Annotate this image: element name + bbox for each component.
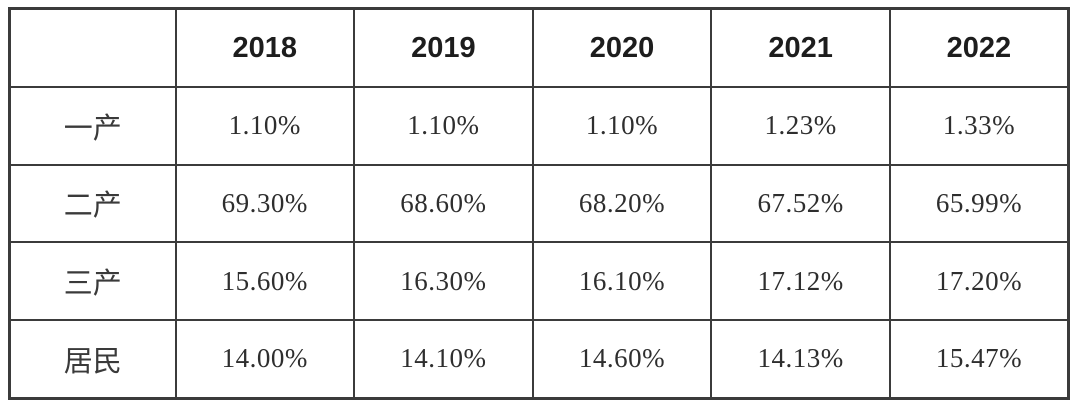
value-cell: 65.99% bbox=[888, 163, 1070, 244]
value-cell: 1.10% bbox=[531, 86, 713, 166]
data-table: 2018 2019 2020 2021 2022 一产 1.10% 1.10% … bbox=[8, 7, 1070, 400]
value-cell: 14.10% bbox=[353, 318, 534, 400]
year-header-2021: 2021 bbox=[710, 7, 891, 88]
table-container: 2018 2019 2020 2021 2022 一产 1.10% 1.10% … bbox=[8, 7, 1070, 400]
year-header-2022: 2022 bbox=[888, 7, 1070, 88]
year-header-2019: 2019 bbox=[353, 7, 534, 88]
header-row: 2018 2019 2020 2021 2022 bbox=[8, 7, 1070, 88]
corner-cell bbox=[8, 7, 177, 88]
value-cell: 1.10% bbox=[353, 86, 534, 166]
value-cell: 69.30% bbox=[174, 163, 356, 244]
row-label-residents: 居民 bbox=[8, 318, 177, 400]
table-row-tertiary-industry: 三产 15.60% 16.30% 16.10% 17.12% 17.20% bbox=[8, 241, 1070, 321]
value-cell: 1.33% bbox=[888, 86, 1070, 166]
value-cell: 15.47% bbox=[888, 318, 1070, 400]
value-cell: 15.60% bbox=[174, 241, 356, 321]
year-header-2018: 2018 bbox=[174, 7, 356, 88]
value-cell: 1.23% bbox=[710, 86, 891, 166]
value-cell: 1.10% bbox=[174, 86, 356, 166]
table-row-secondary-industry: 二产 69.30% 68.60% 68.20% 67.52% 65.99% bbox=[8, 163, 1070, 244]
year-header-2020: 2020 bbox=[531, 7, 713, 88]
value-cell: 17.20% bbox=[888, 241, 1070, 321]
table-body: 一产 1.10% 1.10% 1.10% 1.23% 1.33% 二产 69.3… bbox=[8, 86, 1070, 400]
value-cell: 16.30% bbox=[353, 241, 534, 321]
value-cell: 14.60% bbox=[531, 318, 713, 400]
row-label-primary-industry: 一产 bbox=[8, 86, 177, 166]
value-cell: 14.00% bbox=[174, 318, 356, 400]
table-row-residents: 居民 14.00% 14.10% 14.60% 14.13% 15.47% bbox=[8, 318, 1070, 400]
table-header: 2018 2019 2020 2021 2022 bbox=[8, 7, 1070, 88]
value-cell: 16.10% bbox=[531, 241, 713, 321]
value-cell: 17.12% bbox=[710, 241, 891, 321]
value-cell: 68.60% bbox=[353, 163, 534, 244]
value-cell: 68.20% bbox=[531, 163, 713, 244]
table-row-primary-industry: 一产 1.10% 1.10% 1.10% 1.23% 1.33% bbox=[8, 86, 1070, 166]
value-cell: 14.13% bbox=[710, 318, 891, 400]
row-label-tertiary-industry: 三产 bbox=[8, 241, 177, 321]
row-label-secondary-industry: 二产 bbox=[8, 163, 177, 244]
value-cell: 67.52% bbox=[710, 163, 891, 244]
